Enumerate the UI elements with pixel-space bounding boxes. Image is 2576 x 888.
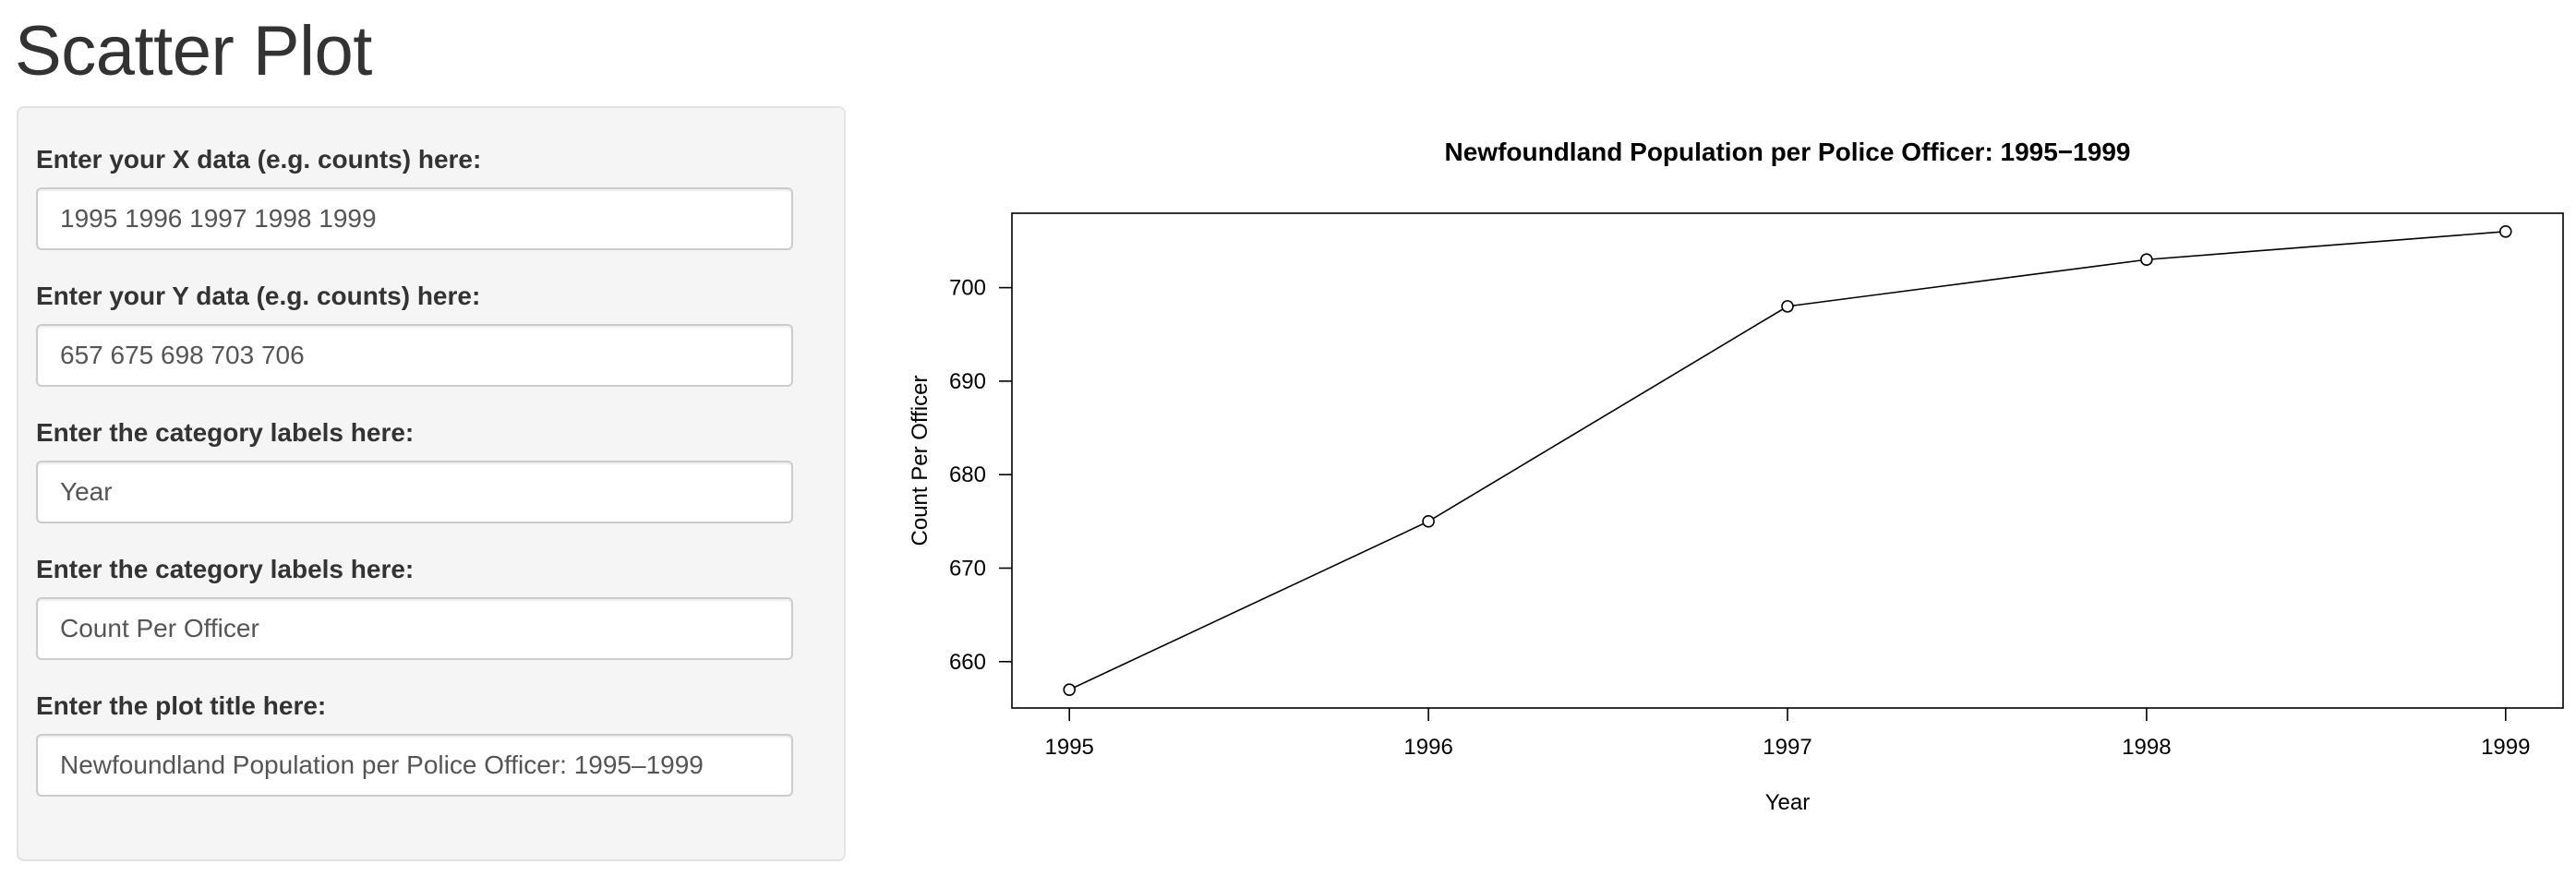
x-tick-label: 1997 (1763, 735, 1812, 760)
data-point (2140, 253, 2153, 267)
data-point (1422, 515, 1435, 528)
y-tick-label: 680 (949, 462, 986, 487)
x-data-field-group: Enter your X data (e.g. counts) here: (36, 143, 793, 250)
plot-title-label: Enter the plot title here: (36, 691, 327, 720)
x-category-label-field-group: Enter the category labels here: (36, 416, 793, 523)
series-layer (1063, 225, 2512, 696)
plot-title-field-group: Enter the plot title here: (36, 690, 793, 797)
data-point (1781, 300, 1794, 313)
line-chart: Newfoundland Population per Police Offic… (908, 138, 2564, 815)
page-title: Scatter Plot (15, 12, 372, 90)
plot-title-input[interactable] (36, 734, 793, 797)
y-category-label-field-group: Enter the category labels here: (36, 553, 793, 660)
y-data-input[interactable] (36, 324, 793, 387)
y-tick-label: 690 (949, 369, 986, 394)
x-axis-label: Year (1765, 790, 1811, 815)
data-point (1063, 683, 1077, 696)
y-axis: 660 670 680 690 700 (949, 276, 1012, 675)
y-tick-label: 700 (949, 276, 986, 301)
x-tick-label: 1996 (1403, 735, 1452, 760)
y-axis-label: Count Per Officer (908, 376, 933, 546)
y-category-label-input[interactable] (36, 597, 793, 660)
x-data-label: Enter your X data (e.g. counts) here: (36, 145, 482, 174)
plot-output: Newfoundland Population per Police Offic… (886, 120, 2576, 840)
data-point (2498, 225, 2512, 238)
x-category-label-input[interactable] (36, 461, 793, 523)
y-tick-label: 660 (949, 650, 986, 675)
y-data-field-group: Enter your Y data (e.g. counts) here: (36, 280, 793, 387)
x-axis: 1995 1996 1997 1998 1999 (1045, 708, 2530, 760)
chart-title: Newfoundland Population per Police Offic… (1445, 138, 2131, 166)
plot-frame (1011, 212, 2564, 709)
x-tick-label: 1999 (2481, 735, 2530, 760)
x-tick-label: 1995 (1045, 735, 1094, 760)
x-data-input[interactable] (36, 187, 793, 250)
x-tick-label: 1998 (2122, 735, 2171, 760)
y-data-label: Enter your Y data (e.g. counts) here: (36, 282, 481, 310)
y-category-label-label: Enter the category labels here: (36, 555, 415, 583)
y-tick-label: 670 (949, 556, 986, 581)
x-category-label-label: Enter the category labels here: (36, 418, 415, 447)
